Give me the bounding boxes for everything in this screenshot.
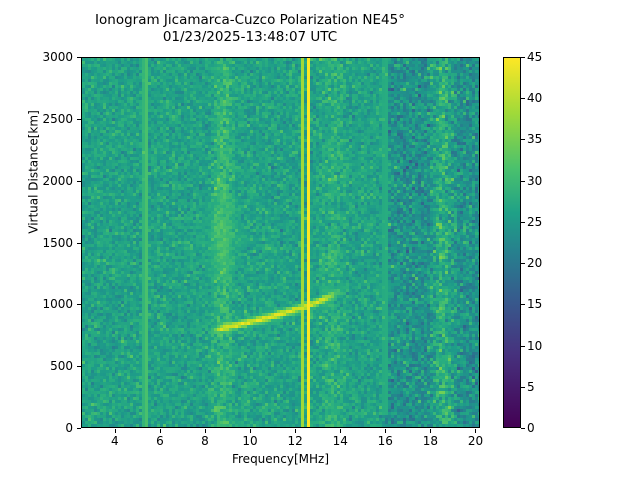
y-tick-label: 1500	[42, 235, 73, 250]
ionogram-plot-area	[81, 57, 480, 428]
x-tick-mark	[475, 429, 477, 433]
colorbar	[503, 57, 521, 428]
colorbar-tick-mark	[521, 386, 525, 388]
x-tick-mark	[204, 429, 206, 433]
y-tick-mark	[77, 180, 81, 182]
x-tick-label: 4	[110, 434, 119, 448]
x-tick-mark	[159, 429, 161, 433]
x-tick-mark	[340, 429, 342, 433]
x-tick-label: 12	[287, 434, 303, 448]
x-tick-label: 18	[422, 434, 439, 448]
x-tick-mark	[430, 429, 432, 433]
y-tick-label: 2500	[42, 111, 73, 126]
x-tick-label: 16	[377, 434, 393, 448]
colorbar-tick-label: 20	[527, 256, 543, 271]
x-tick-label: 10	[242, 434, 258, 448]
colorbar-tick-mark	[521, 345, 525, 347]
colorbar-tick-label: 30	[527, 173, 543, 188]
y-tick-mark	[77, 242, 81, 244]
colorbar-tick-label: 40	[527, 91, 543, 106]
y-tick-mark	[77, 304, 81, 306]
colorbar-tick-label: 15	[527, 297, 543, 312]
y-tick-mark	[77, 118, 81, 120]
y-tick-label: 3000	[42, 50, 73, 64]
colorbar-tick-label: 25	[527, 214, 543, 229]
y-tick-label: 500	[50, 359, 73, 374]
y-tick-label: 0	[65, 421, 73, 435]
colorbar-tick-mark	[521, 263, 525, 265]
figure-title: Ionogram Jicamarca-Cuzco Polarization NE…	[95, 12, 405, 45]
colorbar-tick-mark	[521, 180, 525, 182]
colorbar-tick-mark	[521, 57, 525, 58]
x-tick-mark	[250, 429, 252, 433]
colorbar-tick-mark	[521, 98, 525, 100]
x-tick-mark	[114, 429, 116, 433]
y-tick-label: 1000	[42, 297, 73, 312]
x-tick-label: 20	[467, 434, 484, 448]
ionogram-heatmap	[82, 58, 479, 427]
colorbar-tick-label: 5	[527, 379, 535, 394]
colorbar-tick-mark	[521, 221, 525, 223]
x-axis-label: Frequency[MHz]	[231, 452, 330, 466]
y-tick-mark	[77, 57, 81, 58]
y-tick-mark	[77, 428, 81, 429]
y-tick-mark	[77, 366, 81, 368]
colorbar-tick-mark	[521, 304, 525, 306]
x-tick-label: 6	[156, 434, 164, 448]
x-tick-mark	[385, 429, 387, 433]
colorbar-tick-mark	[521, 428, 525, 429]
x-tick-label: 8	[201, 434, 209, 448]
colorbar-tick-label: 35	[527, 132, 543, 147]
y-tick-label: 2000	[42, 173, 73, 188]
x-tick-label: 14	[332, 434, 348, 448]
colorbar-tick-label: 10	[527, 338, 543, 353]
colorbar-tick-mark	[521, 139, 525, 141]
x-tick-mark	[295, 429, 297, 433]
colorbar-tick-label: 45	[527, 50, 543, 64]
colorbar-tick-label: 0	[527, 421, 535, 435]
